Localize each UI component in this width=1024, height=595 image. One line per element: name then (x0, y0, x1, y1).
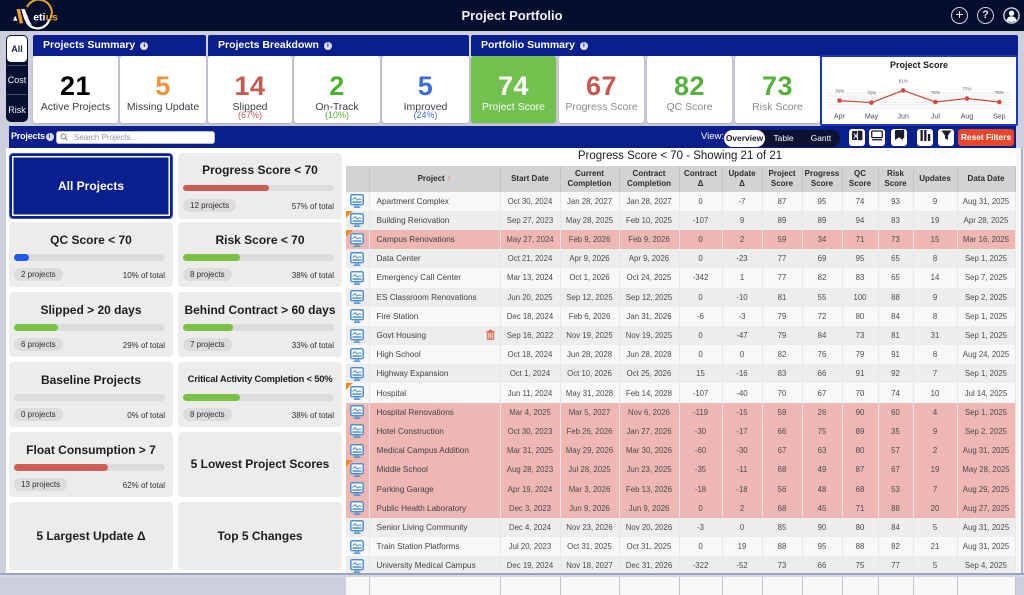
svg-text:75%: 75% (931, 90, 940, 95)
svg-text:Aug: Aug (961, 114, 974, 121)
svg-text:X: X (853, 131, 858, 140)
svg-text:Sep: Sep (993, 114, 1006, 121)
svg-text:Jun: Jun (898, 114, 909, 121)
svg-text:76%: 76% (835, 89, 844, 94)
svg-text:Jul: Jul (931, 114, 940, 121)
svg-text:75%: 75% (867, 91, 876, 96)
svg-text:May: May (865, 114, 879, 121)
svg-text:75%: 75% (995, 90, 1004, 95)
svg-text:Apr: Apr (834, 114, 846, 121)
svg-text:81%: 81% (899, 78, 908, 83)
svg-text:us: us (46, 12, 58, 24)
svg-text:eti: eti (33, 12, 45, 24)
svg-text:77%: 77% (962, 87, 971, 92)
